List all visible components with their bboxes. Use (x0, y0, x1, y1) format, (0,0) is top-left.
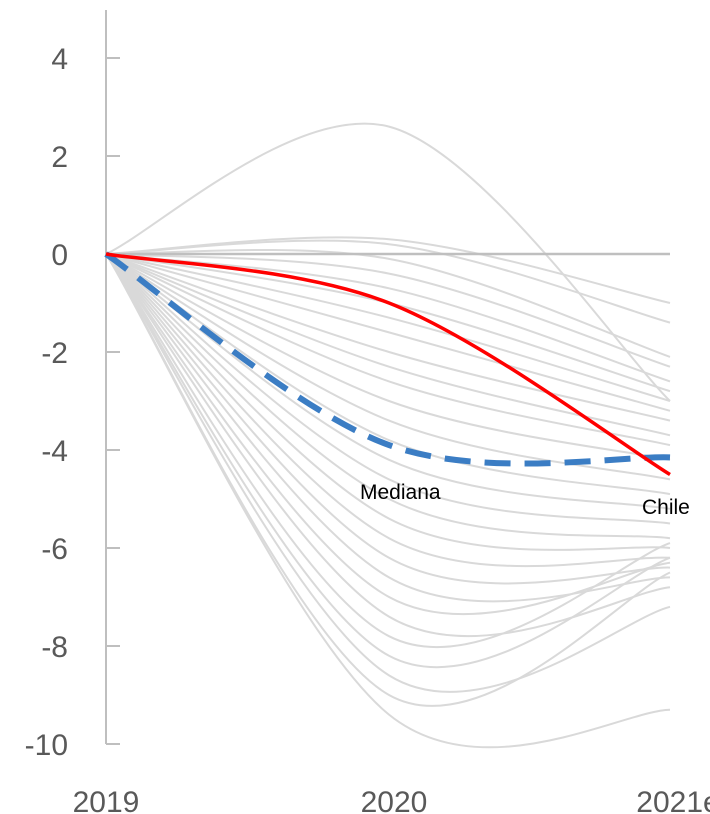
y-tick-label: -8 (41, 631, 68, 664)
background-series-line (105, 253, 671, 585)
y-axis-ticks: 4 2 0 -2 -4 -6 -8 -10 (25, 43, 120, 762)
x-tick-label: 2019 (73, 786, 140, 814)
background-series-line (105, 253, 671, 551)
series-line-chile (105, 252, 671, 476)
background-series-line (105, 253, 671, 368)
x-axis-ticks: 2019 2020 2021e (73, 786, 710, 814)
x-tick-label: 2021e (636, 786, 710, 814)
y-tick-label: -6 (41, 533, 68, 566)
background-series-line (105, 253, 671, 693)
background-series-line (105, 253, 671, 447)
background-series-line (105, 253, 671, 568)
background-series-line (105, 239, 671, 324)
background-series-line (105, 253, 671, 649)
background-series-line (105, 248, 671, 358)
y-tick-label: 4 (51, 43, 68, 76)
series-label-mediana: Mediana (360, 481, 441, 504)
series-label-chile: Chile (642, 496, 690, 519)
y-tick-label: -2 (41, 337, 68, 370)
background-series-line (105, 253, 671, 422)
background-series-line (105, 253, 671, 540)
background-series-line (105, 253, 671, 669)
y-tick-label: -10 (25, 729, 68, 762)
background-series-line (105, 253, 671, 525)
background-series-line (105, 253, 671, 603)
y-tick-label: -4 (41, 435, 68, 468)
background-series-line (105, 253, 671, 461)
background-series-line (105, 253, 671, 481)
background-series-line (105, 253, 671, 402)
background-series-line (105, 253, 671, 437)
background-series-line (105, 122, 671, 402)
background-series-group (105, 122, 671, 749)
background-series-line (105, 253, 671, 749)
x-tick-label: 2020 (361, 786, 428, 814)
y-tick-label: 0 (51, 239, 68, 272)
background-series-line (105, 253, 671, 412)
background-series-line (105, 253, 671, 637)
y-tick-label: 2 (51, 141, 68, 174)
series-line-mediana (104, 251, 671, 467)
